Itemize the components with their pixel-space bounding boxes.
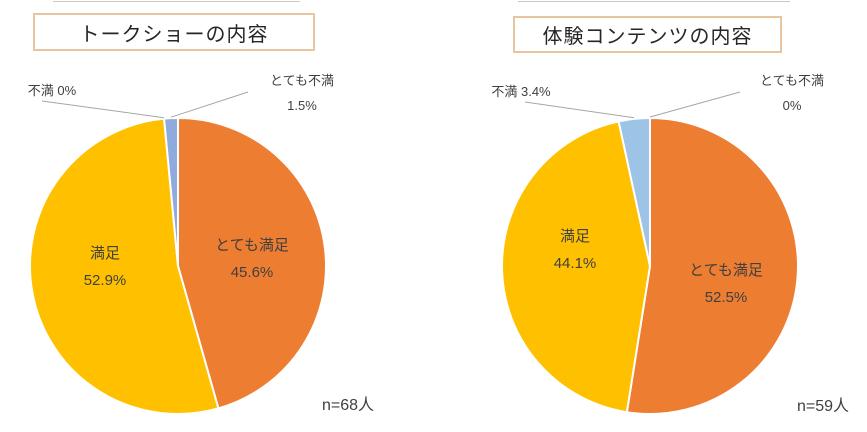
slice-label-value: 44.1% bbox=[553, 255, 597, 272]
outer-label-dissatisfied: 不満 3.4% bbox=[491, 84, 551, 99]
slice-label-very-satisfied: とても満足 45.6% bbox=[192, 232, 312, 286]
outer-label-very-dissatisfied: とても不満 0% bbox=[747, 68, 837, 118]
slice-label-name: 満足 bbox=[89, 245, 120, 262]
pie-experience bbox=[500, 91, 799, 415]
sample-size-label: n=68人 bbox=[321, 397, 375, 414]
slice-label-name: とても満足 bbox=[215, 237, 289, 254]
slice-label-value: 52.5% bbox=[704, 289, 748, 306]
outer-label-very-dissatisfied: とても不満 1.5% bbox=[257, 68, 347, 118]
chart-title-box-talkshow: トークショーの内容 bbox=[33, 13, 315, 51]
outer-label-line1: とても不満 bbox=[270, 73, 334, 88]
label-leader-line bbox=[649, 91, 741, 118]
slice-satisfied bbox=[500, 120, 651, 414]
slice-very-satisfied bbox=[625, 117, 799, 415]
slice-label-value: 45.6% bbox=[230, 264, 274, 281]
slice-label-name: とても満足 bbox=[689, 262, 763, 279]
chart-title-box-experience: 体験コンテンツの内容 bbox=[513, 16, 782, 53]
sample-size-label: n=59人 bbox=[796, 398, 850, 415]
chart-title: 体験コンテンツの内容 bbox=[542, 26, 753, 48]
pie-talkshow bbox=[29, 91, 328, 416]
outer-label-line2: 0% bbox=[782, 98, 802, 113]
cropped-top-line-left bbox=[53, 1, 300, 2]
slice-satisfied bbox=[29, 117, 220, 416]
chart-title: トークショーの内容 bbox=[79, 23, 269, 46]
slice-very-dissatisfied bbox=[163, 117, 179, 267]
label-leader-line bbox=[524, 101, 635, 119]
outer-label-line1: とても不満 bbox=[760, 73, 824, 88]
label-leader-line bbox=[41, 100, 165, 119]
slice-very-satisfied bbox=[177, 117, 328, 410]
outer-label-line2: 1.5% bbox=[287, 98, 317, 113]
slice-dissatisfied bbox=[617, 116, 651, 267]
outer-label-dissatisfied: 不満 0% bbox=[27, 83, 77, 98]
slice-label-value: 52.9% bbox=[83, 272, 127, 289]
cropped-top-line-right bbox=[518, 1, 790, 2]
slice-label-satisfied: 満足 52.9% bbox=[45, 240, 165, 294]
slice-label-very-satisfied: とても満足 52.5% bbox=[666, 257, 786, 311]
label-leader-line bbox=[170, 91, 249, 118]
slice-label-satisfied: 満足 44.1% bbox=[515, 223, 635, 277]
slice-label-name: 満足 bbox=[559, 228, 590, 245]
